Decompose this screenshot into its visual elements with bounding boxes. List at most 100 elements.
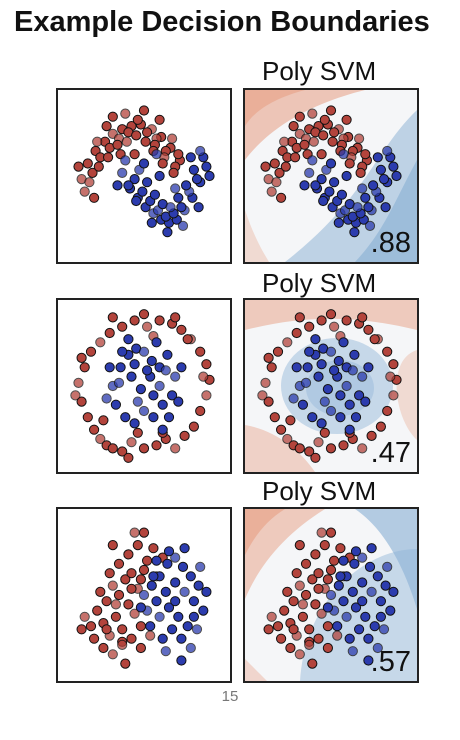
point-red-25 xyxy=(123,549,134,560)
point-red-33 xyxy=(325,527,337,538)
point-red-20 xyxy=(107,649,118,660)
point-red-35 xyxy=(288,120,299,132)
row-2-subtitle: Poly SVM xyxy=(262,268,377,298)
point-red-25 xyxy=(310,549,321,560)
point-blue-17 xyxy=(126,371,137,382)
point-blue-24 xyxy=(319,396,330,407)
point-red-3 xyxy=(88,424,100,435)
row-1-boundary-scatter xyxy=(245,90,417,262)
point-red-18 xyxy=(275,633,287,644)
point-blue-14 xyxy=(137,186,148,197)
point-blue-30 xyxy=(368,180,379,191)
point-blue-34 xyxy=(146,217,157,228)
point-blue-6 xyxy=(372,571,383,582)
point-red-23 xyxy=(322,642,334,654)
point-red-29 xyxy=(272,346,284,357)
point-red-24 xyxy=(145,630,156,641)
point-blue-39 xyxy=(341,170,352,182)
point-red-36 xyxy=(110,599,122,610)
point-red-6 xyxy=(117,624,128,635)
point-blue-28 xyxy=(165,202,176,213)
point-red-1 xyxy=(263,396,274,407)
point-red-23 xyxy=(341,315,352,326)
point-red-41 xyxy=(294,111,305,122)
point-red-32 xyxy=(316,527,327,538)
point-blue-30 xyxy=(357,596,368,607)
point-red-42 xyxy=(107,539,118,551)
point-red-0 xyxy=(260,377,271,389)
point-red-28 xyxy=(121,136,132,147)
point-blue-38 xyxy=(138,158,150,169)
point-blue-22 xyxy=(167,624,178,635)
point-blue-22 xyxy=(354,624,365,635)
point-red-2 xyxy=(92,605,103,616)
point-blue-13 xyxy=(148,412,159,423)
point-blue-25 xyxy=(148,571,159,582)
point-red-14 xyxy=(375,421,386,432)
point-blue-42 xyxy=(204,170,215,182)
point-red-29 xyxy=(76,624,87,635)
point-blue-40 xyxy=(170,183,181,194)
point-blue-4 xyxy=(357,552,368,563)
point-red-13 xyxy=(300,589,312,601)
point-blue-9 xyxy=(151,596,162,607)
point-red-40 xyxy=(117,639,128,650)
point-red-36 xyxy=(385,371,396,382)
point-blue-0 xyxy=(117,167,128,179)
point-red-13 xyxy=(113,589,125,601)
point-blue-26 xyxy=(149,189,161,200)
point-blue-11 xyxy=(201,161,212,172)
point-red-1 xyxy=(272,621,284,632)
point-blue-21 xyxy=(350,412,362,423)
point-red-9 xyxy=(322,621,334,632)
point-blue-11 xyxy=(316,418,327,429)
point-red-24 xyxy=(142,321,153,332)
point-red-18 xyxy=(201,359,212,370)
point-blue-12 xyxy=(120,155,131,166)
point-red-23 xyxy=(73,161,84,172)
point-blue-14 xyxy=(198,605,209,616)
point-red-30 xyxy=(104,568,115,579)
point-red-19 xyxy=(382,346,393,357)
point-blue-35 xyxy=(322,602,334,613)
point-red-34 xyxy=(148,543,159,554)
point-red-31 xyxy=(300,558,312,569)
point-blue-27 xyxy=(329,365,340,376)
point-blue-21 xyxy=(344,633,355,644)
point-red-0 xyxy=(79,611,90,622)
point-blue-36 xyxy=(364,220,376,231)
point-blue-20 xyxy=(191,624,203,635)
point-red-42 xyxy=(182,334,193,345)
point-blue-0 xyxy=(304,167,315,179)
point-red-37 xyxy=(138,105,150,116)
point-blue-10 xyxy=(307,412,318,423)
point-blue-17 xyxy=(163,602,175,613)
point-red-15 xyxy=(126,568,137,579)
point-blue-9 xyxy=(297,399,309,410)
point-blue-8 xyxy=(170,371,181,382)
point-red-35 xyxy=(101,120,112,132)
row-3-boundary-panel: .57 xyxy=(243,507,419,683)
point-red-11 xyxy=(288,596,299,607)
point-red-10 xyxy=(95,586,106,598)
point-red-26 xyxy=(304,321,315,332)
point-red-42 xyxy=(129,149,140,160)
point-red-44 xyxy=(167,133,178,144)
point-red-16 xyxy=(388,390,399,401)
point-red-17 xyxy=(325,564,337,576)
point-red-33 xyxy=(294,312,305,323)
row-3-data-scatter xyxy=(76,527,212,669)
point-blue-34 xyxy=(316,359,327,370)
point-blue-33 xyxy=(131,195,142,207)
point-blue-12 xyxy=(179,586,190,598)
point-blue-5 xyxy=(364,561,376,573)
point-blue-16 xyxy=(341,611,352,622)
point-blue-15 xyxy=(332,621,343,632)
point-blue-16 xyxy=(113,377,125,389)
point-blue-29 xyxy=(117,346,128,357)
point-blue-14 xyxy=(324,186,335,197)
point-red-26 xyxy=(319,539,330,551)
point-red-19 xyxy=(142,127,153,138)
point-blue-32 xyxy=(382,145,393,157)
point-blue-5 xyxy=(333,355,344,367)
